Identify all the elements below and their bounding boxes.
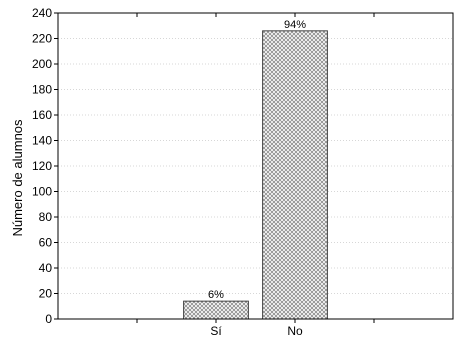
axis-ticks: 0 20 40 60 80 100 120 140 160 180 200 220 240 6% Sí 94%… (32, 6, 375, 338)
y-tick-label: 80 (39, 210, 53, 224)
y-tick-label: 240 (32, 6, 52, 20)
data-label: 94% (284, 19, 306, 31)
bar-no (262, 30, 328, 320)
y-axis-title: Número de alumnos (10, 119, 25, 237)
data-label: 6% (208, 289, 224, 301)
bar-si (183, 300, 249, 320)
x-tick-label: Sí (210, 324, 222, 338)
y-tick-label: 180 (32, 83, 52, 97)
y-tick-label: 60 (39, 236, 53, 250)
y-tick-label: 220 (32, 32, 52, 46)
y-tick-label: 20 (39, 287, 53, 301)
y-tick-label: 120 (32, 159, 52, 173)
y-tick-label: 0 (45, 312, 52, 326)
bars (183, 30, 328, 320)
plot-frame (57, 12, 454, 320)
y-tick-label: 140 (32, 134, 52, 148)
y-tick-label: 100 (32, 185, 52, 199)
gridlines (58, 38, 453, 294)
y-tick-label: 200 (32, 57, 52, 71)
y-tick-label: 40 (39, 261, 53, 275)
y-tick-label: 160 (32, 108, 52, 122)
x-tick-label: No (287, 324, 303, 338)
